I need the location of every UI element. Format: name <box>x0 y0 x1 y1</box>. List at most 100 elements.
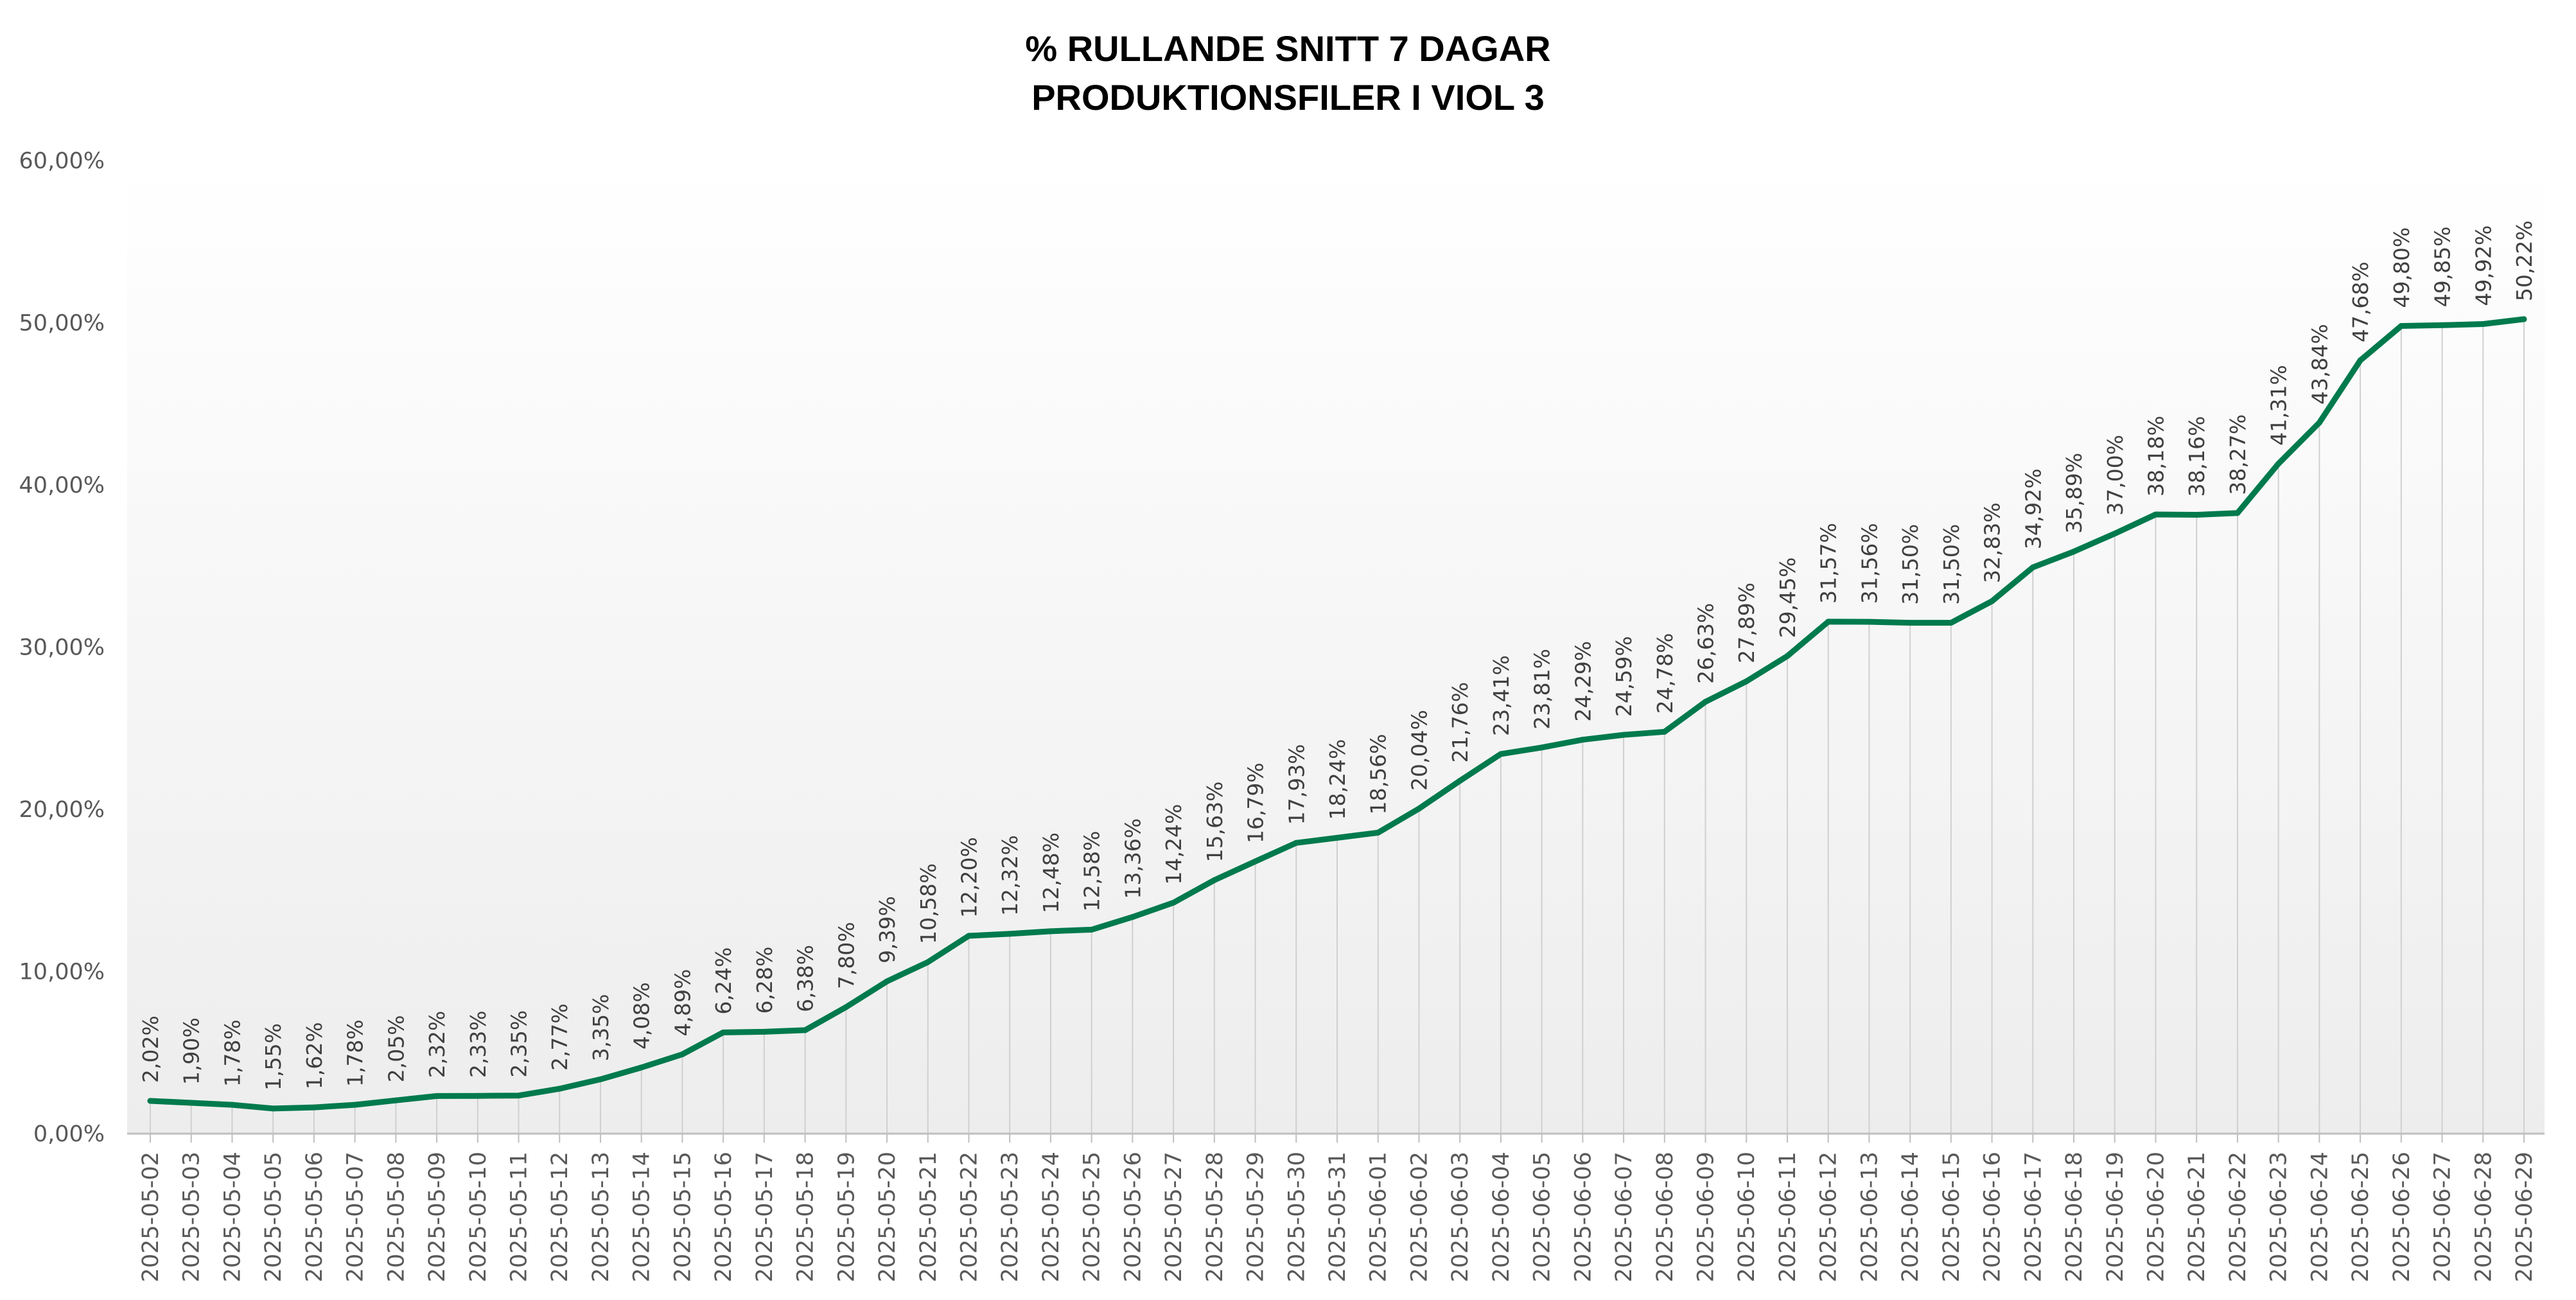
x-tick-label: 2025-05-19 <box>834 1152 859 1282</box>
data-point <box>720 1029 726 1035</box>
x-tick-label: 2025-05-21 <box>916 1152 942 1282</box>
data-point <box>2398 323 2405 329</box>
data-point <box>1825 619 1832 625</box>
data-label: 7,80% <box>834 922 859 989</box>
data-label: 29,45% <box>1775 558 1800 638</box>
data-label: 2,35% <box>507 1010 532 1078</box>
data-label: 14,24% <box>1161 804 1186 885</box>
data-point <box>925 959 931 965</box>
data-label: 24,78% <box>1652 633 1678 714</box>
data-point <box>1703 699 1709 705</box>
x-tick-label: 2025-06-01 <box>1366 1152 1392 1282</box>
x-tick-label: 2025-05-09 <box>425 1152 450 1282</box>
data-point <box>516 1093 522 1099</box>
data-point <box>965 933 972 939</box>
data-label: 13,36% <box>1120 818 1145 899</box>
data-label: 10,58% <box>916 863 941 944</box>
data-label: 2,05% <box>383 1015 408 1082</box>
data-label: 2,77% <box>547 1003 572 1071</box>
x-tick-label: 2025-05-07 <box>343 1152 369 1282</box>
x-tick-label: 2025-05-25 <box>1080 1152 1105 1282</box>
data-label: 2,32% <box>425 1011 450 1078</box>
data-point <box>2521 316 2527 322</box>
data-label: 17,93% <box>1284 744 1309 825</box>
data-label: 26,63% <box>1694 603 1719 684</box>
data-label: 23,81% <box>1530 649 1555 730</box>
y-tick-label: 20,00% <box>19 797 105 823</box>
data-point <box>147 1098 153 1104</box>
data-label: 23,41% <box>1489 655 1514 736</box>
data-point <box>311 1104 317 1111</box>
y-tick-label: 0,00% <box>33 1121 105 1147</box>
x-tick-label: 2025-06-24 <box>2307 1152 2333 1282</box>
data-point <box>1252 858 1259 865</box>
data-point <box>2357 357 2363 364</box>
data-point <box>475 1093 481 1099</box>
x-tick-label: 2025-06-05 <box>1530 1152 1555 1282</box>
data-point <box>1498 751 1504 757</box>
data-point <box>843 1004 849 1010</box>
x-tick-label: 2025-05-08 <box>383 1152 409 1282</box>
data-point <box>1375 829 1381 836</box>
data-label: 1,78% <box>220 1019 245 1087</box>
data-label: 9,39% <box>875 896 900 963</box>
y-tick-label: 10,00% <box>19 960 105 985</box>
data-label: 6,24% <box>711 947 736 1015</box>
x-tick-label: 2025-06-15 <box>1939 1152 1965 1282</box>
data-point <box>2480 321 2486 328</box>
x-tick-label: 2025-05-31 <box>1325 1152 1351 1282</box>
x-tick-label: 2025-06-02 <box>1406 1152 1432 1282</box>
data-point <box>1293 839 1299 846</box>
data-label: 24,29% <box>1570 641 1595 722</box>
series-line-group <box>147 316 2527 1112</box>
x-tick-label: 2025-06-22 <box>2225 1152 2251 1282</box>
x-tick-label: 2025-05-20 <box>875 1152 900 1282</box>
x-tick-label: 2025-06-10 <box>1734 1152 1760 1282</box>
x-tick-label: 2025-05-02 <box>138 1152 164 1282</box>
x-tick-label: 2025-05-27 <box>1161 1152 1187 1282</box>
data-point <box>270 1105 276 1112</box>
x-tick-label: 2025-06-18 <box>2062 1152 2087 1282</box>
data-label: 24,59% <box>1611 636 1636 717</box>
data-label: 6,28% <box>752 947 777 1014</box>
data-label: 4,89% <box>670 969 695 1037</box>
x-tick-label: 2025-06-12 <box>1816 1152 1842 1282</box>
x-tick-label: 2025-06-23 <box>2266 1152 2292 1282</box>
x-tick-label: 2025-05-15 <box>670 1152 696 1282</box>
data-labels: 2,02% 1,90% 1,78% 1,55% 1,62% 1,78% 2,05% 2,32%… <box>138 220 2537 1091</box>
data-point <box>1579 737 1586 743</box>
data-label: 1,78% <box>343 1019 368 1087</box>
data-label: 34,92% <box>2020 468 2046 549</box>
data-point <box>802 1027 809 1033</box>
x-tick-label: 2025-05-17 <box>752 1152 778 1282</box>
y-tick-label: 60,00% <box>19 148 105 174</box>
drop-lines <box>150 319 2525 1134</box>
x-tick-label: 2025-06-26 <box>2389 1152 2415 1282</box>
x-tick-label: 2025-06-09 <box>1694 1152 1719 1282</box>
x-tick-label: 2025-06-20 <box>2143 1152 2169 1282</box>
data-label: 38,16% <box>2184 416 2209 497</box>
data-label: 2,33% <box>466 1010 491 1078</box>
data-point <box>1457 778 1463 784</box>
x-tick-label: 2025-05-12 <box>547 1152 573 1282</box>
data-point <box>1415 805 1422 812</box>
data-point <box>1539 744 1545 751</box>
x-tick-label: 2025-05-26 <box>1120 1152 1146 1282</box>
x-tick-label: 2025-05-22 <box>956 1152 982 1282</box>
x-tick-label: 2025-06-16 <box>1980 1152 2006 1282</box>
data-label: 16,79% <box>1243 762 1268 843</box>
data-label: 31,50% <box>1898 524 1923 605</box>
data-point <box>1170 899 1177 906</box>
data-label: 38,18% <box>2143 416 2168 496</box>
data-point <box>229 1102 235 1108</box>
data-label: 38,27% <box>2225 414 2250 495</box>
data-label: 1,55% <box>261 1023 286 1091</box>
data-point <box>2193 511 2200 518</box>
y-tick-label: 40,00% <box>19 473 105 498</box>
data-point <box>1047 928 1054 935</box>
data-label: 31,57% <box>1816 523 1841 604</box>
data-point <box>1334 834 1340 841</box>
x-tick-label: 2025-05-13 <box>588 1152 614 1282</box>
